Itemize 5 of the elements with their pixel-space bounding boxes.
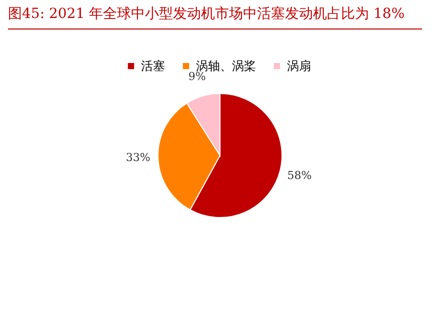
data-label: 33% [126,151,150,164]
chart-title: 图45: 2021 年全球中小型发动机市场中活塞发动机占比为 18% [8,6,405,22]
data-label: 58% [287,168,312,182]
legend-label: 涡扇 [287,59,311,74]
legend-label: 活塞 [141,59,165,74]
